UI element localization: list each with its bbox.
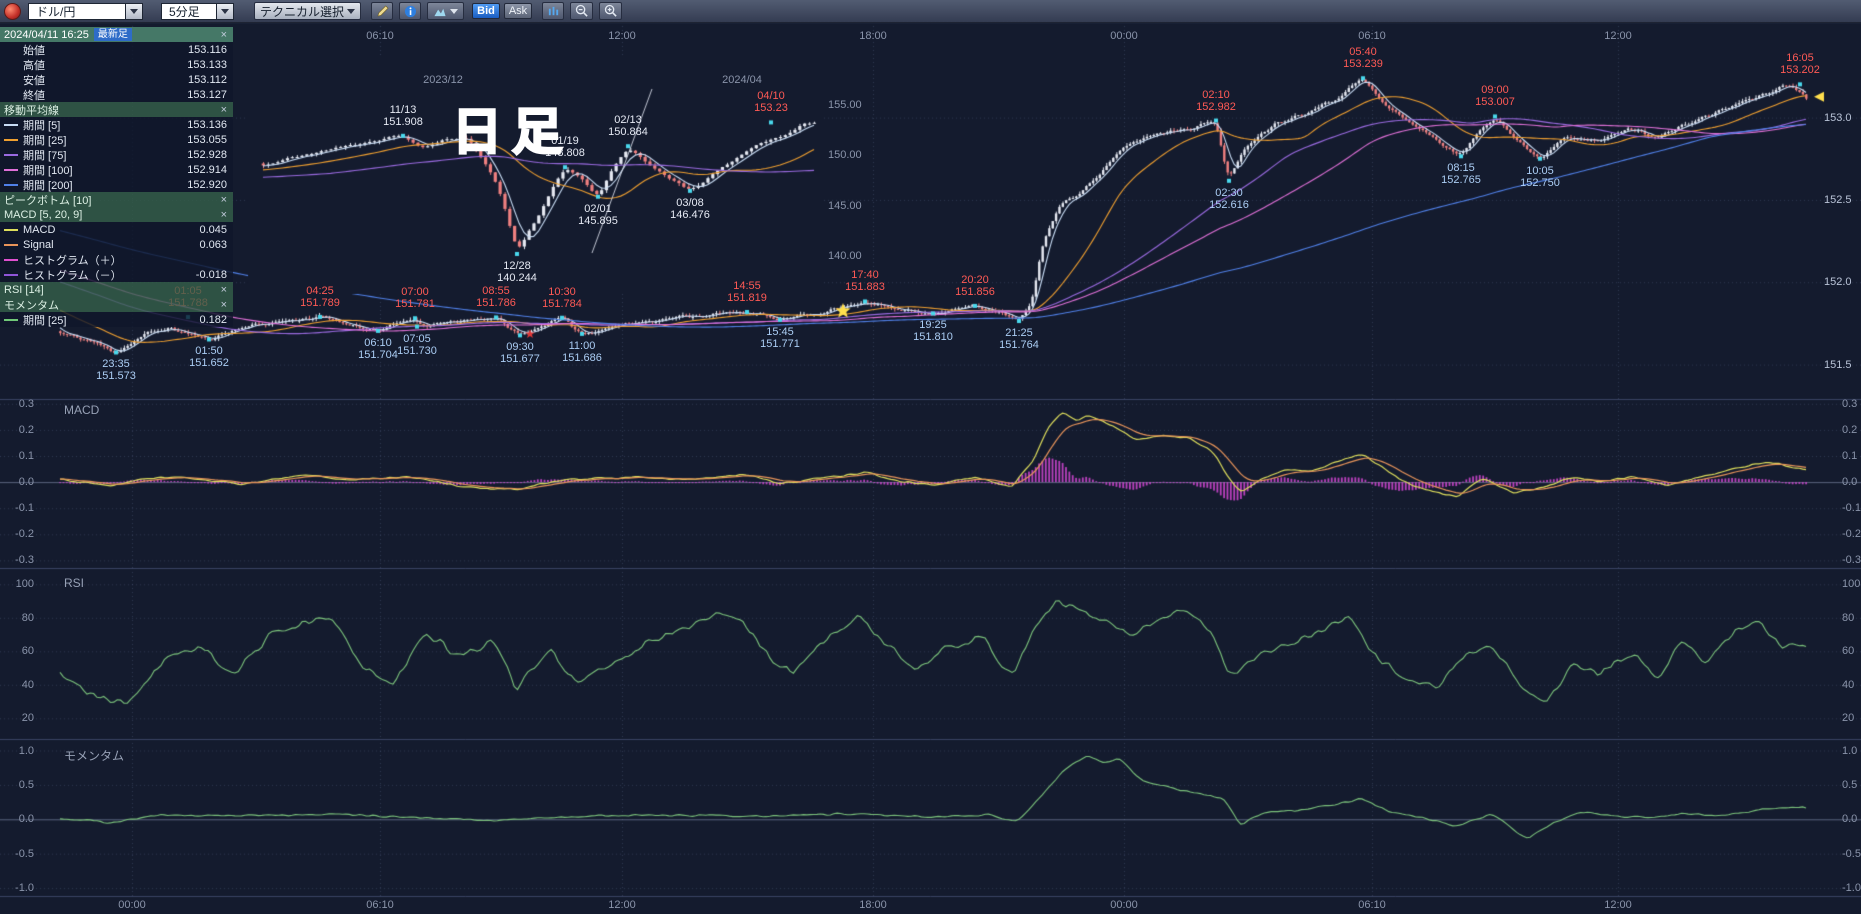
indicator-value-row: ヒストグラム（＋） [0, 252, 233, 267]
info-panel-header-row: 2024/04/11 16:25 最新足 × [0, 27, 233, 42]
row-label: 期間 [100] [23, 164, 73, 177]
technical-dropdown-icon [347, 8, 356, 14]
row-label: 高値 [23, 59, 45, 72]
zoom-in-icon [604, 4, 618, 18]
series-color-swatch [4, 318, 18, 321]
indicator-value-row: 期間 [100] 152.914 [0, 162, 233, 177]
row-label: MACD [5, 20, 9] [4, 208, 83, 221]
indicator-value-row: 始値 153.116 [0, 42, 233, 57]
indicator-value-row: 期間 [5] 153.136 [0, 117, 233, 132]
series-color-swatch [4, 273, 18, 276]
currency-pair-dropdown-icon[interactable] [126, 2, 143, 20]
info-icon [404, 5, 417, 18]
indicator-section-row: RSI [14] × [0, 282, 233, 297]
close-indicator-button[interactable]: × [220, 193, 227, 206]
close-indicator-button[interactable]: × [220, 103, 227, 116]
row-value: 153.116 [188, 43, 227, 56]
chart-style-icon [433, 5, 447, 18]
indicator-value-row: 期間 [75] 152.928 [0, 147, 233, 162]
row-label: 期間 [5] [23, 119, 61, 132]
row-value: 153.127 [187, 88, 227, 101]
row-label: RSI [14] [4, 283, 44, 296]
row-label: 移動平均線 [4, 104, 59, 117]
app-logo-icon [4, 2, 21, 20]
candle-bars-icon [547, 5, 560, 18]
row-value: 152.914 [187, 163, 227, 176]
row-label: 期間 [75] [23, 149, 67, 162]
row-value: 153.112 [188, 73, 227, 86]
row-value: 153.133 [187, 58, 227, 71]
row-label: ピークボトム [10] [4, 194, 92, 207]
technical-select-button[interactable]: テクニカル選択 [254, 2, 362, 20]
indicator-value-row: 期間 [200] 152.920 [0, 177, 233, 192]
chart-tool-button[interactable] [542, 2, 565, 20]
series-color-swatch [4, 183, 18, 186]
series-color-swatch [4, 138, 18, 141]
row-label: MACD [23, 223, 56, 236]
zoom-in-button[interactable] [599, 2, 623, 20]
indicator-value-row: 期間 [25] 0.182 [0, 312, 233, 327]
series-color-swatch [4, 258, 18, 261]
series-color-swatch [4, 153, 18, 156]
row-value: 0.182 [199, 313, 227, 326]
series-color-swatch [4, 228, 18, 231]
timeframe-value: 5分足 [161, 2, 217, 20]
row-label: 2024/04/11 16:25 [4, 28, 89, 41]
indicator-value-row: 終値 153.127 [0, 87, 233, 102]
indicator-value-row: 高値 153.133 [0, 57, 233, 72]
row-value: 153.055 [187, 133, 227, 146]
row-label: 終値 [23, 89, 45, 102]
currency-pair-value: ドル/円 [28, 2, 126, 20]
timeframe-select[interactable]: 5分足 [161, 2, 234, 20]
row-value: 152.920 [187, 178, 227, 191]
row-label: ヒストグラム（－） [23, 269, 122, 282]
row-value: 0.063 [199, 238, 227, 251]
zoom-out-button[interactable] [570, 2, 594, 20]
indicator-section-row: モメンタム × [0, 297, 233, 312]
ask-button[interactable]: Ask [504, 3, 533, 19]
indicator-value-row: 安値 153.112 [0, 72, 233, 87]
row-value: 153.136 [187, 118, 227, 131]
row-label: 期間 [200] [23, 179, 73, 192]
series-color-swatch [4, 243, 18, 246]
latest-bar-badge: 最新足 [93, 28, 132, 41]
zoom-out-icon [575, 4, 589, 18]
close-indicator-button[interactable]: × [220, 298, 227, 311]
row-value: 152.928 [187, 148, 227, 161]
indicator-info-panel: 2024/04/11 16:25 最新足 × 始値 153.116 高値 153.133 安値… [0, 27, 233, 327]
indicator-value-row: 期間 [25] 153.055 [0, 132, 233, 147]
series-color-swatch [4, 168, 18, 171]
row-label: 期間 [25] [23, 314, 67, 327]
row-label: ヒストグラム（＋） [23, 254, 122, 267]
indicator-section-row: MACD [5, 20, 9] × [0, 207, 233, 222]
row-value: 0.045 [199, 223, 227, 236]
row-label: モメンタム [4, 299, 59, 312]
currency-pair-select[interactable]: ドル/円 [28, 2, 143, 20]
series-color-swatch [4, 123, 18, 126]
close-indicator-button[interactable]: × [220, 28, 227, 41]
info-button[interactable] [399, 2, 422, 20]
chart-style-dropdown-icon [450, 8, 459, 14]
row-label: 安値 [23, 74, 45, 87]
indicator-value-row: ヒストグラム（－） -0.018 [0, 267, 233, 282]
row-value: -0.018 [195, 268, 227, 281]
toolbar: ドル/円 5分足 テクニカル選択 Bid A [0, 0, 1861, 23]
indicator-section-row: ピークボトム [10] × [0, 192, 233, 207]
bid-button[interactable]: Bid [472, 3, 501, 19]
indicator-value-row: MACD 0.045 [0, 222, 233, 237]
draw-tool-button[interactable] [371, 2, 394, 20]
close-indicator-button[interactable]: × [220, 208, 227, 221]
row-label: Signal [23, 238, 54, 251]
chart-style-button[interactable] [427, 2, 465, 20]
indicator-value-row: Signal 0.063 [0, 237, 233, 252]
technical-select-label: テクニカル選択 [260, 4, 345, 19]
pencil-icon [376, 5, 389, 18]
indicator-section-row: 移動平均線 × [0, 102, 233, 117]
row-label: 始値 [23, 44, 45, 57]
row-label: 期間 [25] [23, 134, 67, 147]
timeframe-dropdown-icon[interactable] [217, 2, 234, 20]
close-indicator-button[interactable]: × [220, 283, 227, 296]
